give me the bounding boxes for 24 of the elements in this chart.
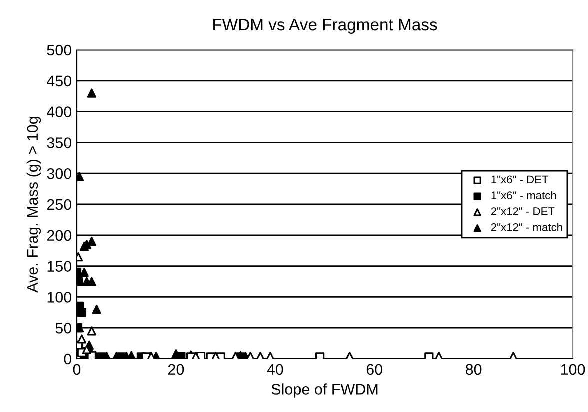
y-tick-label: 50: [56, 322, 72, 334]
legend-label: 1"x6" - DET: [492, 176, 549, 184]
y-tick-label: 300: [47, 168, 72, 180]
y-axis-title: Ave. Frag. Mass (g) > 10g: [26, 117, 42, 293]
y-tick-label: 150: [48, 261, 72, 272]
y-tick-label: 450: [47, 76, 72, 87]
y-tick-label: 200: [47, 230, 72, 242]
y-tick-label: 350: [47, 138, 72, 148]
y-tick-label: 100: [48, 292, 72, 303]
x-tick-label: 0: [73, 364, 81, 376]
y-tick-label: 0: [64, 354, 72, 365]
y-tick-label: 500: [47, 44, 72, 56]
legend-label: 2"x12" - match: [491, 223, 562, 232]
y-tick-label: 400: [47, 106, 72, 118]
legend-label: 2"x12" - DET: [491, 208, 555, 216]
legend-label: 1"x6" - match: [492, 191, 556, 200]
x-tick-label: 100: [561, 364, 586, 376]
x-axis-title: Slope of FWDM: [272, 384, 378, 398]
x-tick-label: 20: [168, 364, 184, 376]
x-tick-label: 60: [366, 364, 382, 376]
chart-title: FWDM vs Ave Fragment Mass: [214, 19, 438, 34]
y-tick-label: 250: [47, 199, 72, 210]
x-tick-label: 40: [267, 364, 284, 376]
x-tick-label: 80: [466, 364, 482, 376]
